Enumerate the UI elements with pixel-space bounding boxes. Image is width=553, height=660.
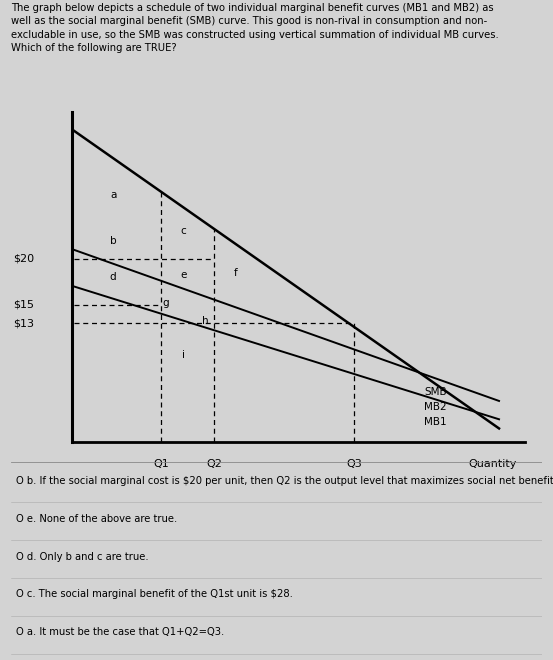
Text: a: a xyxy=(110,189,116,200)
Text: Q1: Q1 xyxy=(154,459,169,469)
Text: O e. None of the above are true.: O e. None of the above are true. xyxy=(17,513,178,524)
Text: g: g xyxy=(163,298,169,308)
Text: Quantity: Quantity xyxy=(468,459,517,469)
Text: O d. Only b and c are true.: O d. Only b and c are true. xyxy=(17,552,149,562)
Text: b: b xyxy=(110,236,117,246)
Text: $13: $13 xyxy=(13,318,34,328)
Text: $15: $15 xyxy=(13,300,34,310)
Text: O b. If the social marginal cost is $20 per unit, then Q2 is the output level th: O b. If the social marginal cost is $20 … xyxy=(17,476,553,486)
Text: c: c xyxy=(180,226,186,236)
Text: Q3: Q3 xyxy=(346,459,362,469)
Text: SMB: SMB xyxy=(425,387,447,397)
Text: MB2: MB2 xyxy=(425,403,447,412)
Text: f: f xyxy=(234,267,238,278)
Text: The graph below depicts a schedule of two individual marginal benefit curves (MB: The graph below depicts a schedule of tw… xyxy=(11,3,499,53)
Text: O a. It must be the case that Q1+Q2=Q3.: O a. It must be the case that Q1+Q2=Q3. xyxy=(17,627,225,638)
Text: $20: $20 xyxy=(13,254,34,264)
Text: O c. The social marginal benefit of the Q1st unit is $28.: O c. The social marginal benefit of the … xyxy=(17,589,293,599)
Text: h: h xyxy=(202,316,208,326)
Text: MB1: MB1 xyxy=(425,417,447,427)
Text: i: i xyxy=(182,350,185,360)
Text: d: d xyxy=(110,272,117,282)
Text: Q2: Q2 xyxy=(206,459,222,469)
Text: e: e xyxy=(180,271,186,280)
